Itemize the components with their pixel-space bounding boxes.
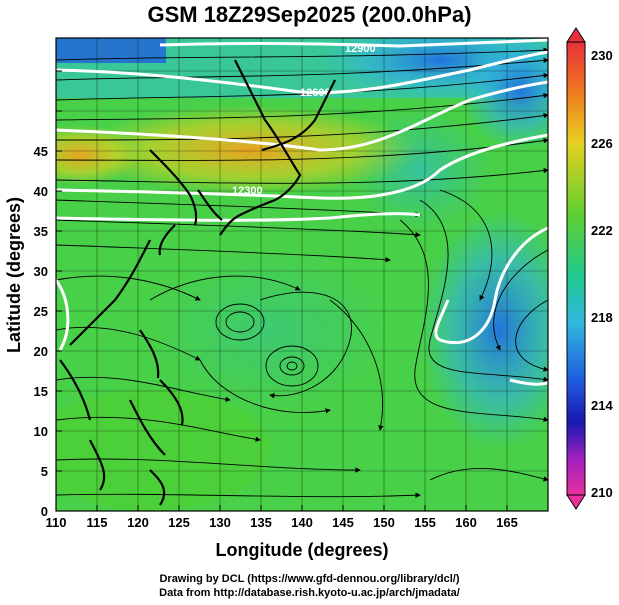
grid-lines bbox=[56, 38, 548, 511]
x-tick-label: 115 bbox=[87, 515, 108, 530]
y-tick-label: 35 bbox=[34, 224, 48, 239]
x-tick-label: 145 bbox=[332, 515, 354, 530]
streamlines bbox=[56, 47, 548, 498]
x-tick-labels: 110 115 120 125 130 135 140 145 150 155 … bbox=[46, 515, 518, 530]
contour-label-12600: 12600 bbox=[300, 87, 331, 99]
colorbar-label: 218 bbox=[591, 310, 613, 325]
contour-labels: 12900 12600 12300 bbox=[232, 43, 376, 197]
coastlines bbox=[59, 59, 336, 506]
x-tick-label: 120 bbox=[127, 515, 149, 530]
x-tick-label: 155 bbox=[414, 515, 436, 530]
x-tick-label: 110 bbox=[46, 515, 67, 530]
x-ticks bbox=[55, 70, 508, 512]
colorbar-top-triangle bbox=[566, 27, 586, 43]
x-axis-label: Longitude (degrees) bbox=[215, 540, 388, 560]
x-tick-label: 125 bbox=[168, 515, 190, 530]
y-tick-labels: 0 5 10 15 20 25 30 35 40 45 bbox=[34, 144, 48, 519]
y-tick-label: 40 bbox=[34, 184, 48, 199]
x-tick-label: 130 bbox=[209, 515, 231, 530]
y-tick-label: 45 bbox=[34, 144, 48, 159]
x-tick-label: 160 bbox=[455, 515, 477, 530]
y-tick-label: 5 bbox=[41, 464, 48, 479]
contour-label-12900: 12900 bbox=[345, 43, 376, 55]
colorbar-gradient bbox=[566, 41, 586, 496]
x-tick-label: 150 bbox=[373, 515, 395, 530]
colorbar-label: 214 bbox=[591, 398, 613, 413]
y-tick-label: 0 bbox=[41, 504, 48, 519]
x-tick-label: 135 bbox=[250, 515, 272, 530]
x-tick-label: 140 bbox=[291, 515, 313, 530]
y-tick-label: 15 bbox=[34, 384, 48, 399]
temperature-field: 12900 12600 12300 bbox=[56, 38, 548, 511]
contour-label-12300: 12300 bbox=[232, 185, 263, 197]
y-axis-label: Latitude (degrees) bbox=[4, 197, 24, 353]
height-contours bbox=[56, 38, 548, 386]
colorbar: 230 226 222 218 214 210 bbox=[566, 27, 613, 510]
credit-drawing: Drawing by DCL (https://www.gfd-dennou.o… bbox=[159, 573, 460, 585]
credit-data-source: Data from http://database.rish.kyoto-u.a… bbox=[159, 587, 460, 599]
colorbar-label: 226 bbox=[591, 136, 613, 151]
colorbar-labels: 230 226 222 218 214 210 bbox=[591, 48, 613, 500]
x-tick-label: 165 bbox=[496, 515, 518, 530]
y-tick-label: 30 bbox=[34, 264, 48, 279]
y-tick-label: 25 bbox=[34, 304, 48, 319]
colorbar-label: 230 bbox=[591, 48, 613, 63]
y-tick-label: 10 bbox=[34, 424, 48, 439]
colorbar-label: 222 bbox=[591, 223, 613, 238]
y-tick-label: 20 bbox=[34, 344, 48, 359]
chart-title: GSM 18Z29Sep2025 (200.0hPa) bbox=[147, 2, 472, 27]
colorbar-label: 210 bbox=[591, 485, 613, 500]
colorbar-bottom-triangle bbox=[566, 494, 586, 510]
